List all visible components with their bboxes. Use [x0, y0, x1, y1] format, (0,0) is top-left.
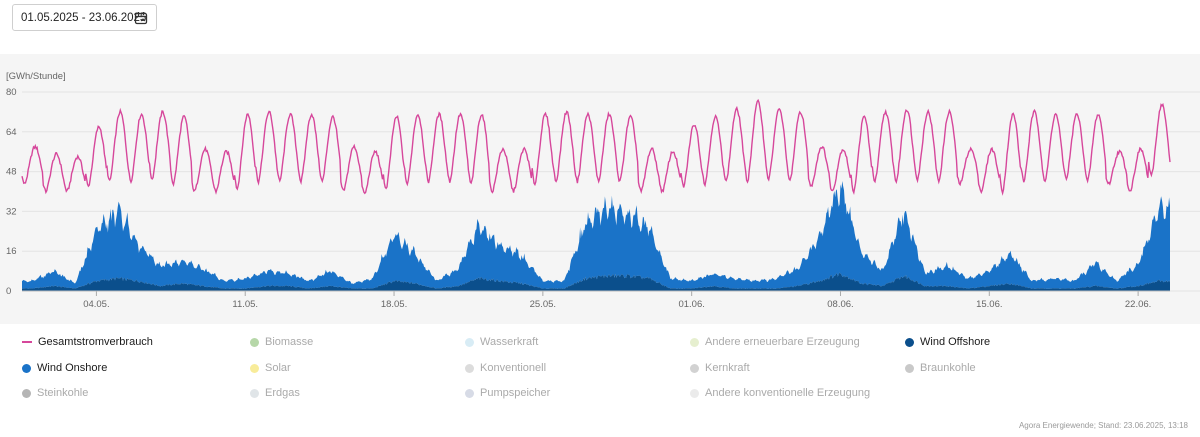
chart-areas: [22, 181, 1170, 291]
legend-marker: [465, 337, 474, 347]
y-tick-label: 0: [6, 286, 11, 297]
legend-item-andere-konventionelle-erzeugung[interactable]: Andere konventionelle Erzeugung: [690, 387, 870, 399]
x-tick-label: 15.06.: [976, 299, 1002, 310]
legend-label: Erdgas: [265, 387, 300, 399]
legend-marker: [905, 337, 914, 347]
series-wind-onshore-area: [22, 181, 1170, 289]
legend-item-wind-offshore[interactable]: Wind Offshore: [905, 336, 990, 348]
legend-marker: [22, 388, 31, 398]
x-tick-label: 01.06.: [678, 299, 704, 310]
legend-item-solar[interactable]: Solar: [250, 362, 291, 374]
legend-marker: [250, 363, 259, 373]
legend-marker: [465, 388, 474, 398]
series-gesamtstromverbrauch-line: [21, 98, 1171, 196]
legend-label: Andere erneuerbare Erzeugung: [705, 336, 860, 348]
date-range-picker[interactable]: 01.05.2025 - 23.06.2025: [12, 4, 157, 31]
legend-marker: [22, 363, 31, 373]
legend-item-pumpspeicher[interactable]: Pumpspeicher: [465, 387, 550, 399]
legend-item-wasserkraft[interactable]: Wasserkraft: [465, 336, 538, 348]
legend-marker: [250, 388, 259, 398]
x-tick-label: 11.05.: [232, 299, 258, 310]
x-tick-label: 08.06.: [827, 299, 853, 310]
legend-label: Braunkohle: [920, 362, 976, 374]
legend-item-gesamtstromverbrauch[interactable]: Gesamtstromverbrauch: [22, 336, 153, 348]
legend-label: Gesamtstromverbrauch: [38, 336, 153, 348]
y-tick-label: 64: [6, 127, 17, 138]
legend-item-braunkohle[interactable]: Braunkohle: [905, 362, 976, 374]
y-tick-label: 48: [6, 167, 17, 178]
legend-label: Biomasse: [265, 336, 314, 348]
legend-marker: [905, 363, 914, 373]
legend-label: Kernkraft: [705, 362, 750, 374]
legend-marker: [465, 363, 474, 373]
legend-label: Wind Onshore: [37, 362, 108, 374]
calendar-icon[interactable]: [134, 11, 148, 28]
legend-label: Andere konventionelle Erzeugung: [705, 387, 871, 399]
legend-marker: [22, 341, 32, 343]
legend-marker: [690, 388, 699, 398]
legend-label: Solar: [265, 362, 291, 374]
y-tick-label: 16: [6, 246, 17, 257]
x-tick-label: 25.05.: [530, 299, 556, 310]
source-credit: Agora Energiewende; Stand: 23.06.2025, 1…: [1018, 421, 1188, 430]
legend-item-andere-erneuerbare-erzeugung[interactable]: Andere erneuerbare Erzeugung: [690, 336, 860, 348]
series-wind-offshore-area: [22, 272, 1170, 291]
legend-item-wind-onshore[interactable]: Wind Onshore: [22, 362, 107, 374]
legend-item-steinkohle[interactable]: Steinkohle: [22, 387, 88, 399]
legend-item-kernkraft[interactable]: Kernkraft: [690, 362, 750, 374]
legend-label: Wasserkraft: [480, 336, 539, 348]
energy-chart[interactable]: 0 16 32 48 64 80 04.05. 11.05. 18.05. 25.05. 01.0…: [0, 54, 1200, 324]
x-tick-label: 04.05.: [83, 299, 109, 310]
y-axis-unit-label: [GWh/Stunde]: [6, 71, 66, 82]
date-range-value: 01.05.2025 - 23.06.2025: [21, 11, 147, 24]
legend-marker: [690, 363, 699, 373]
y-tick-label: 32: [6, 206, 17, 217]
legend-label: Pumpspeicher: [480, 387, 551, 399]
y-tick-label: 80: [6, 87, 17, 98]
legend-label: Konventionell: [480, 362, 547, 374]
legend-item-konventionell[interactable]: Konventionell: [465, 362, 546, 374]
chart-lines: [21, 98, 1171, 196]
legend-label: Steinkohle: [37, 387, 89, 399]
legend-label: Wind Offshore: [920, 336, 991, 348]
legend-marker: [250, 337, 259, 347]
legend-marker: [690, 337, 699, 347]
chart-legend: Gesamtstromverbrauch Biomasse Wasserkraft A…: [0, 332, 1200, 412]
x-axis: 04.05. 11.05. 18.05. 25.05. 01.06. 08.06. 15.0…: [22, 290, 1170, 310]
y-axis: 0 16 32 48 64 80: [6, 87, 17, 297]
x-tick-label: 22.06.: [1125, 299, 1151, 310]
legend-item-erdgas[interactable]: Erdgas: [250, 387, 300, 399]
legend-item-biomasse[interactable]: Biomasse: [250, 336, 313, 348]
x-tick-label: 18.05.: [381, 299, 407, 310]
